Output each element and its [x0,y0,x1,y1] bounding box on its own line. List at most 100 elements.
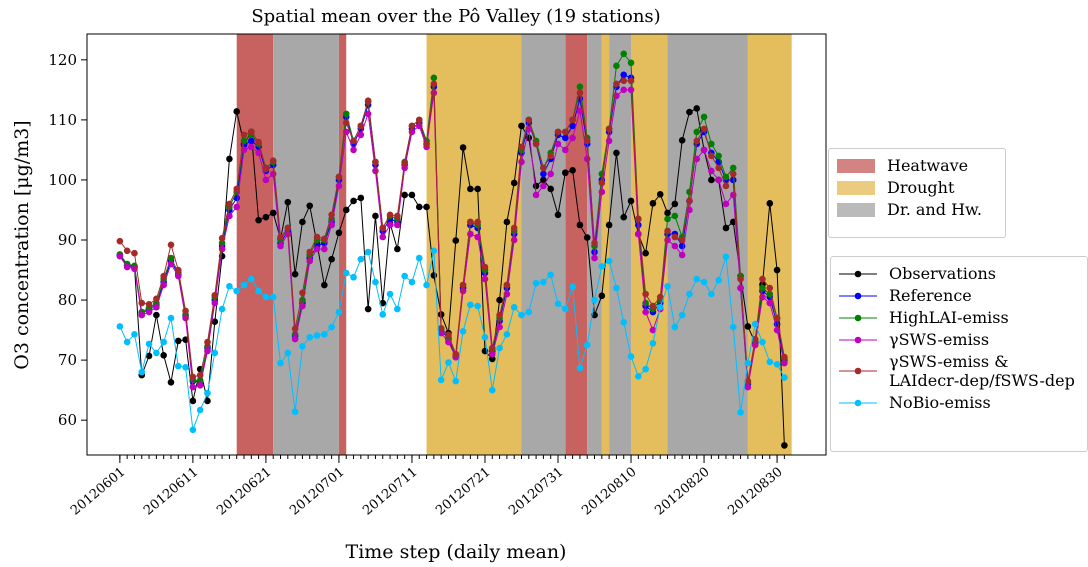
series-marker [547,185,555,193]
series-marker [189,383,197,391]
series-marker [583,137,591,145]
series-marker [174,362,182,370]
series-marker [759,338,766,346]
series-marker [605,221,613,229]
series-marker [123,247,131,255]
series-marker [255,216,262,224]
series-marker [598,188,606,196]
series-marker [240,281,248,289]
series-marker [153,349,160,357]
series-marker [693,137,701,145]
series-marker [781,442,788,449]
y-tick-label: 110 [48,111,77,129]
series-marker [255,138,262,146]
legend-item: HighLAI-emiss [839,308,1079,327]
series-marker [554,300,562,307]
series-marker [518,143,525,151]
series-marker [459,287,467,295]
series-marker [678,236,686,244]
legend-swatch [839,270,877,277]
series-marker [306,248,314,256]
series-marker [233,185,240,193]
series-marker [627,77,635,85]
series-marker [415,254,423,262]
series-marker [518,158,525,166]
y-tick-label: 90 [58,231,77,249]
series-marker [518,311,525,319]
region-span [565,34,588,455]
series-marker [503,281,511,289]
series-marker [196,371,204,379]
y-axis-label: O3 concentration [μg/m3] [11,120,33,369]
series-marker [284,349,292,357]
x-tick-label: 20120830 [725,465,785,519]
series-marker [613,80,620,88]
series-marker [364,97,372,104]
series-marker [255,287,262,295]
x-tick-label: 20120711 [360,465,420,519]
series-marker [496,323,503,331]
series-marker [452,237,460,244]
series-marker [379,311,387,318]
series-marker [649,326,657,334]
legend-label: γSWS-emiss [889,330,990,349]
series-marker [430,247,438,255]
series-marker [496,296,503,304]
series-marker [467,230,474,238]
series-marker [693,105,701,112]
series-marker [145,308,153,316]
series-marker [627,59,635,67]
series-marker [488,355,496,363]
series-marker [408,122,416,130]
series-marker [576,83,584,91]
series-marker [437,325,445,333]
series-marker [671,242,679,250]
series-marker [591,296,598,304]
series-marker [635,215,642,223]
series-marker [415,203,423,211]
series-marker [751,341,759,349]
series-marker [642,249,649,257]
series-marker [182,364,189,371]
series-marker [540,164,547,172]
series-marker [715,164,722,172]
series-marker [503,218,511,226]
series-marker [255,149,262,157]
series-marker [269,170,277,178]
series-marker [145,300,153,308]
series-marker [474,233,481,241]
series-marker [569,167,576,174]
series-marker [759,275,766,283]
region-span [601,34,610,455]
series-marker [372,212,379,220]
series-marker [226,200,233,208]
series-marker [627,197,635,205]
series-marker [532,182,540,190]
series-marker [218,245,226,253]
series-marker [408,191,416,199]
series-marker [488,344,496,352]
series-marker [174,337,182,345]
series-marker [649,339,657,347]
region-span [338,34,347,455]
series-marker [284,224,292,232]
plot-frame [86,33,827,456]
series-marker [722,200,730,208]
region-span [609,34,632,455]
series-marker [664,209,671,217]
series-marker [196,382,204,389]
series-marker [452,377,460,385]
series-marker [583,341,591,349]
series-marker [291,270,299,278]
series-marker [423,140,430,148]
series-marker [722,182,730,190]
series-marker [364,305,372,313]
series-marker [174,266,182,274]
series-marker [445,331,452,339]
legend-item: γSWS-emiss & LAIdecr-dep/fSWS-dep [839,352,1079,390]
series-marker [386,211,394,219]
series-marker [321,235,328,243]
series-marker [437,376,445,384]
series-marker [649,302,657,310]
